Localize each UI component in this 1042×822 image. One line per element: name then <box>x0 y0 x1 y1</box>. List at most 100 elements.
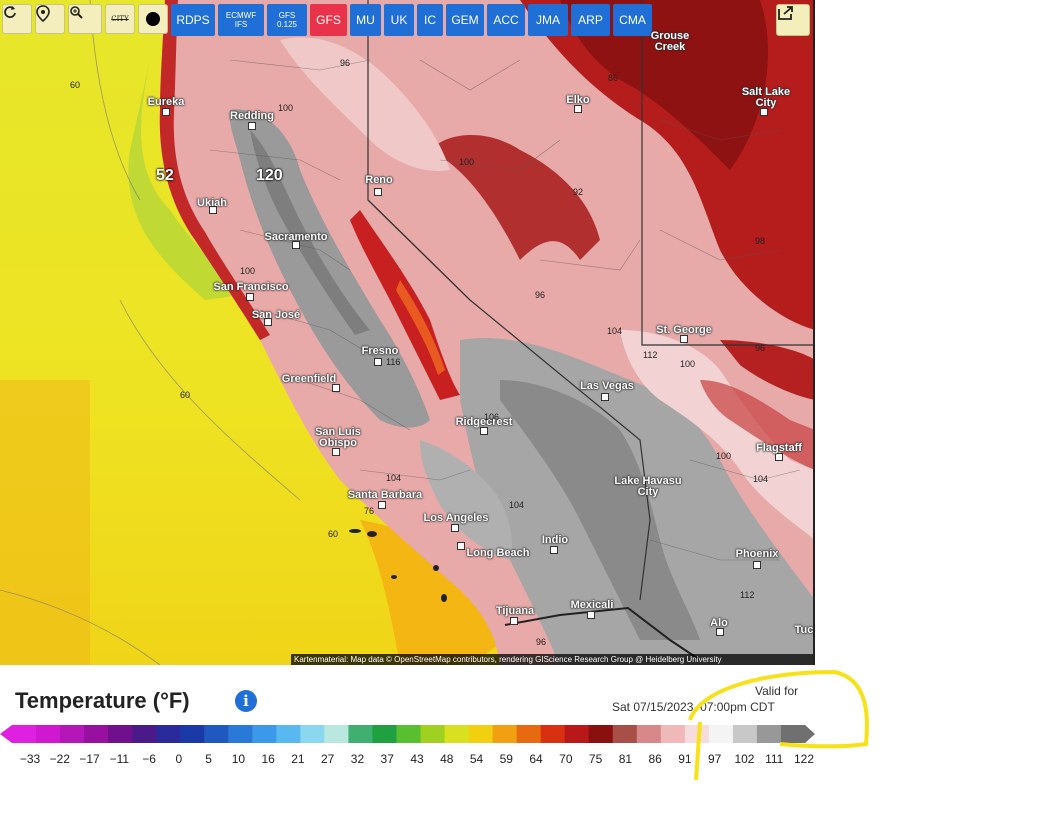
city-label: Las Vegas <box>580 380 634 392</box>
city-label: Alo <box>710 617 728 629</box>
colorbar-swatch <box>252 725 277 743</box>
temperature-map-layer <box>0 0 815 665</box>
city-label: Tijuana <box>495 605 535 617</box>
colorbar-tick-label: −6 <box>142 752 156 766</box>
model-arp-button[interactable]: ARP <box>571 4 610 36</box>
max-temperature-label: 120 <box>256 167 283 184</box>
contour-label: 104 <box>386 473 402 483</box>
colorbar-tick-label: 75 <box>588 752 603 766</box>
colorbar-swatch <box>348 725 374 743</box>
contour-label: 92 <box>573 187 584 197</box>
dark-mode-button[interactable] <box>138 4 168 34</box>
colorbar-swatch <box>228 725 253 743</box>
colorbar-swatch <box>516 725 542 743</box>
colorbar-swatch <box>540 725 566 743</box>
contour-label: 104 <box>607 326 623 336</box>
colorbar-swatch <box>756 725 782 743</box>
colorbar-tick-label: −33 <box>19 752 41 766</box>
weather-map[interactable]: CITY RDPS ECMWF IFS GFS 0.125 GFS MU UK … <box>0 0 815 665</box>
colorbar-swatch <box>564 725 590 743</box>
colorbar-swatch <box>132 725 157 743</box>
contour-label: 100 <box>459 157 475 167</box>
city-label: St. George <box>656 324 712 336</box>
city-marker <box>209 206 217 214</box>
city-marker <box>162 108 170 116</box>
colorbar-swatch <box>84 725 109 743</box>
city-marker <box>457 542 465 550</box>
city-label: Los Angeles <box>423 512 489 524</box>
city-marker <box>680 335 688 343</box>
city-marker <box>760 108 768 116</box>
contour-label: 100 <box>716 451 732 461</box>
contour-label: 104 <box>509 500 525 510</box>
colorbar-swatch <box>324 725 350 743</box>
layer-title: Temperature (°F) <box>15 688 190 713</box>
colorbar-tick-label: 97 <box>708 752 722 766</box>
city-label: Ukiah <box>197 197 227 209</box>
colorbar-tick-label: 111 <box>765 752 784 766</box>
city-label: Tuc <box>794 624 814 636</box>
model-mu-button[interactable]: MU <box>350 4 381 36</box>
model-cma-button[interactable]: CMA <box>613 4 652 36</box>
colorbar-swatch <box>732 725 758 743</box>
zoom-button[interactable] <box>68 4 102 34</box>
city-marker <box>550 546 558 554</box>
dark-mode-icon <box>146 12 160 26</box>
city-marker <box>574 105 582 113</box>
city-marker <box>753 561 761 569</box>
colorbar-swatch <box>12 725 37 743</box>
share-button[interactable] <box>776 4 810 36</box>
colorbar-swatch <box>708 725 734 743</box>
map-attribution: Kartenmaterial: Map data © OpenStreetMap… <box>291 654 813 665</box>
valid-for-label: Valid for <box>755 684 799 698</box>
city-marker <box>510 617 518 625</box>
contour-label: 100 <box>680 359 696 369</box>
colorbar-max-arrow <box>805 725 815 743</box>
info-icon: i <box>243 692 249 710</box>
colorbar-swatch <box>180 725 205 743</box>
city-marker <box>716 628 724 636</box>
contour-label: 96 <box>536 637 547 647</box>
colorbar-tick-label: 27 <box>321 752 335 766</box>
model-rdps-button[interactable]: RDPS <box>171 4 215 36</box>
model-gfs-0125-button[interactable]: GFS 0.125 <box>267 4 307 36</box>
model-acc-button[interactable]: ACC <box>487 4 525 36</box>
location-button[interactable] <box>35 4 65 34</box>
colorbar-tick-label: 10 <box>231 752 246 766</box>
contour-label: 60 <box>180 390 191 400</box>
city-marker <box>332 448 340 456</box>
colorbar-swatch <box>468 725 494 743</box>
city-label: Eureka <box>147 96 185 108</box>
model-gem-button[interactable]: GEM <box>446 4 484 36</box>
city-label: Santa Barbara <box>347 489 423 501</box>
colorbar-swatch <box>276 725 301 743</box>
model-ic-button[interactable]: IC <box>417 4 443 36</box>
model-jma-button[interactable]: JMA <box>528 4 568 36</box>
colorbar-tick-label: −11 <box>109 752 130 766</box>
colorbar-ticks: −33 −22 −17 −11 −6 0 5 10 16 21 27 32 37 43 48 54 59 64 70… <box>0 752 820 768</box>
city-toggle-button[interactable]: CITY <box>105 4 135 34</box>
colorbar-swatch <box>372 725 398 743</box>
city-marker <box>292 241 300 249</box>
colorbar-swatch <box>444 725 470 743</box>
city-marker <box>601 393 609 401</box>
temperature-colorbar <box>0 725 815 743</box>
model-gfs-button[interactable]: GFS <box>310 4 347 36</box>
city-label: Mexicali <box>570 599 614 611</box>
info-button[interactable]: i <box>235 690 257 712</box>
share-icon <box>778 6 793 20</box>
model-uk-button[interactable]: UK <box>384 4 414 36</box>
refresh-button[interactable] <box>2 4 32 34</box>
colorbar-tick-label: 59 <box>499 752 513 766</box>
colorbar-tick-label: 16 <box>261 752 275 766</box>
colorbar-swatch <box>420 725 446 743</box>
colorbar-swatch <box>396 725 422 743</box>
contour-label: 60 <box>328 529 339 539</box>
city-label: Redding <box>230 110 274 122</box>
city-label: San José <box>251 309 301 321</box>
contour-label: 106 <box>484 412 500 422</box>
model-ecmwf-button[interactable]: ECMWF IFS <box>218 4 264 36</box>
colorbar-swatch <box>108 725 133 743</box>
colorbar-min-arrow <box>0 725 12 743</box>
colorbar-swatch <box>684 725 710 743</box>
